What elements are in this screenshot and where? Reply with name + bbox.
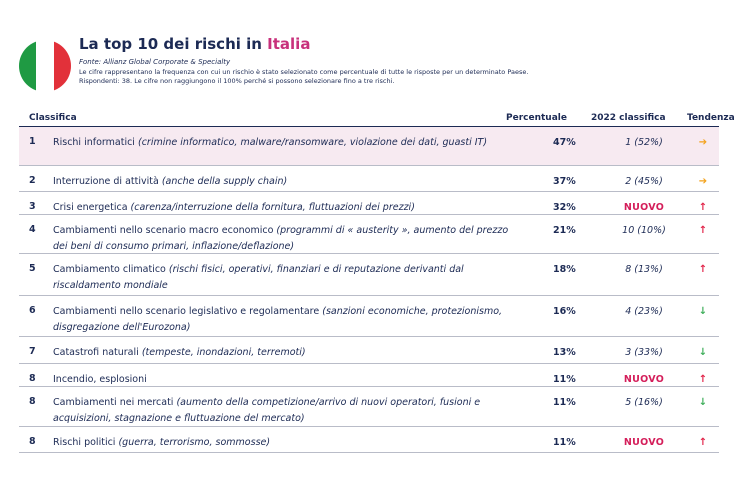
row-rank: 7 <box>29 346 36 357</box>
risk-description: Rischi politici (guerra, terrorismo, som… <box>53 437 271 448</box>
risk-description: Cambiamenti nei mercati (aumento della c… <box>53 397 481 424</box>
row-rank: 6 <box>29 305 36 316</box>
risk-description: Rischi informatici (crimine informatico,… <box>53 137 488 148</box>
arrow-up-icon: ↑ <box>698 225 708 236</box>
risk-description: Cambiamenti nello scenario macro economi… <box>53 225 509 252</box>
table-row: 8 Rischi politici (guerra, terrorismo, s… <box>19 427 719 453</box>
column-header-percent: Percentuale <box>506 113 567 123</box>
italy-flag-icon <box>19 40 71 92</box>
row-rank: 4 <box>29 224 36 235</box>
table-row: 8 Cambiamenti nei mercati (aumento della… <box>19 387 719 427</box>
row-rank: 5 <box>29 263 36 274</box>
new-badge: NUOVO <box>623 374 665 385</box>
percent-value: 21% <box>553 225 576 236</box>
new-badge: NUOVO <box>623 202 665 213</box>
arrow-right-icon: ➔ <box>698 137 708 148</box>
arrow-down-icon: ↓ <box>698 306 708 317</box>
arrow-up-icon: ↑ <box>698 374 708 385</box>
percent-value: 13% <box>553 347 576 358</box>
arrow-right-icon: ➔ <box>698 176 708 187</box>
title-country: Italia <box>267 35 311 53</box>
row-rank: 3 <box>29 201 36 212</box>
percent-value: 11% <box>553 374 576 385</box>
column-header-rank: Classifica <box>29 113 77 123</box>
note-line-2: Rispondenti: 38. Le cifre non raggiungon… <box>79 77 395 85</box>
source-note: Fonte: Allianz Global Corporate & Specia… <box>79 58 231 66</box>
rank-2022: 5 (16%) <box>625 397 663 408</box>
percent-value: 18% <box>553 264 576 275</box>
percent-value: 32% <box>553 202 576 213</box>
new-badge: NUOVO <box>623 437 665 448</box>
risk-description: Catastrofi naturali (tempeste, inondazio… <box>53 347 306 358</box>
arrow-up-icon: ↑ <box>698 202 708 213</box>
rank-2022: 10 (10%) <box>622 225 666 236</box>
percent-value: 16% <box>553 306 576 317</box>
percent-value: 11% <box>553 437 576 448</box>
arrow-up-icon: ↑ <box>698 264 708 275</box>
rank-2022: 4 (23%) <box>625 306 663 317</box>
risk-description: Interruzione di attività (anche della su… <box>53 176 288 187</box>
rank-2022: 2 (45%) <box>625 176 663 187</box>
row-rank: 1 <box>29 136 36 147</box>
header-divider <box>19 126 719 127</box>
column-header-trend: Tendenza <box>687 113 735 123</box>
rank-2022: 3 (33%) <box>625 347 663 358</box>
row-rank: 8 <box>29 436 36 447</box>
arrow-down-icon: ↓ <box>698 347 708 358</box>
table-row: 3 Crisi energetica (carenza/interruzione… <box>19 192 719 215</box>
row-rank: 2 <box>29 175 36 186</box>
rank-2022: 8 (13%) <box>625 264 663 275</box>
row-rank: 8 <box>29 396 36 407</box>
percent-value: 11% <box>553 397 576 408</box>
methodology-note: Le cifre rappresentano la frequenza con … <box>79 68 679 86</box>
table-row: 1 Rischi informatici (crimine informatic… <box>19 127 719 166</box>
arrow-up-icon: ↑ <box>698 437 708 448</box>
risk-description: Incendio, esplosioni <box>53 374 147 385</box>
rank-2022: 1 (52%) <box>625 137 663 148</box>
risk-table: 1 Rischi informatici (crimine informatic… <box>19 127 719 453</box>
row-rank: 8 <box>29 373 36 384</box>
risk-description: Cambiamento climatico (rischi fisici, op… <box>53 264 464 291</box>
percent-value: 47% <box>553 137 576 148</box>
risk-description: Cambiamenti nello scenario legislativo e… <box>53 306 503 333</box>
table-row: 5 Cambiamento climatico (rischi fisici, … <box>19 254 719 296</box>
arrow-down-icon: ↓ <box>698 397 708 408</box>
table-row: 4 Cambiamenti nello scenario macro econo… <box>19 215 719 254</box>
title-text: La top 10 dei rischi in <box>79 35 268 53</box>
percent-value: 37% <box>553 176 576 187</box>
note-line-1: Le cifre rappresentano la frequenza con … <box>79 68 529 76</box>
page-title: La top 10 dei rischi in Italia <box>79 35 310 53</box>
table-row: 7 Catastrofi naturali (tempeste, inondaz… <box>19 337 719 364</box>
table-row: 6 Cambiamenti nello scenario legislativo… <box>19 296 719 337</box>
risk-description: Crisi energetica (carenza/interruzione d… <box>53 202 415 213</box>
table-row: 8 Incendio, esplosioni 11% NUOVO ↑ <box>19 364 719 387</box>
table-row: 2 Interruzione di attività (anche della … <box>19 166 719 192</box>
column-header-2022-rank: 2022 classifica <box>591 113 666 123</box>
